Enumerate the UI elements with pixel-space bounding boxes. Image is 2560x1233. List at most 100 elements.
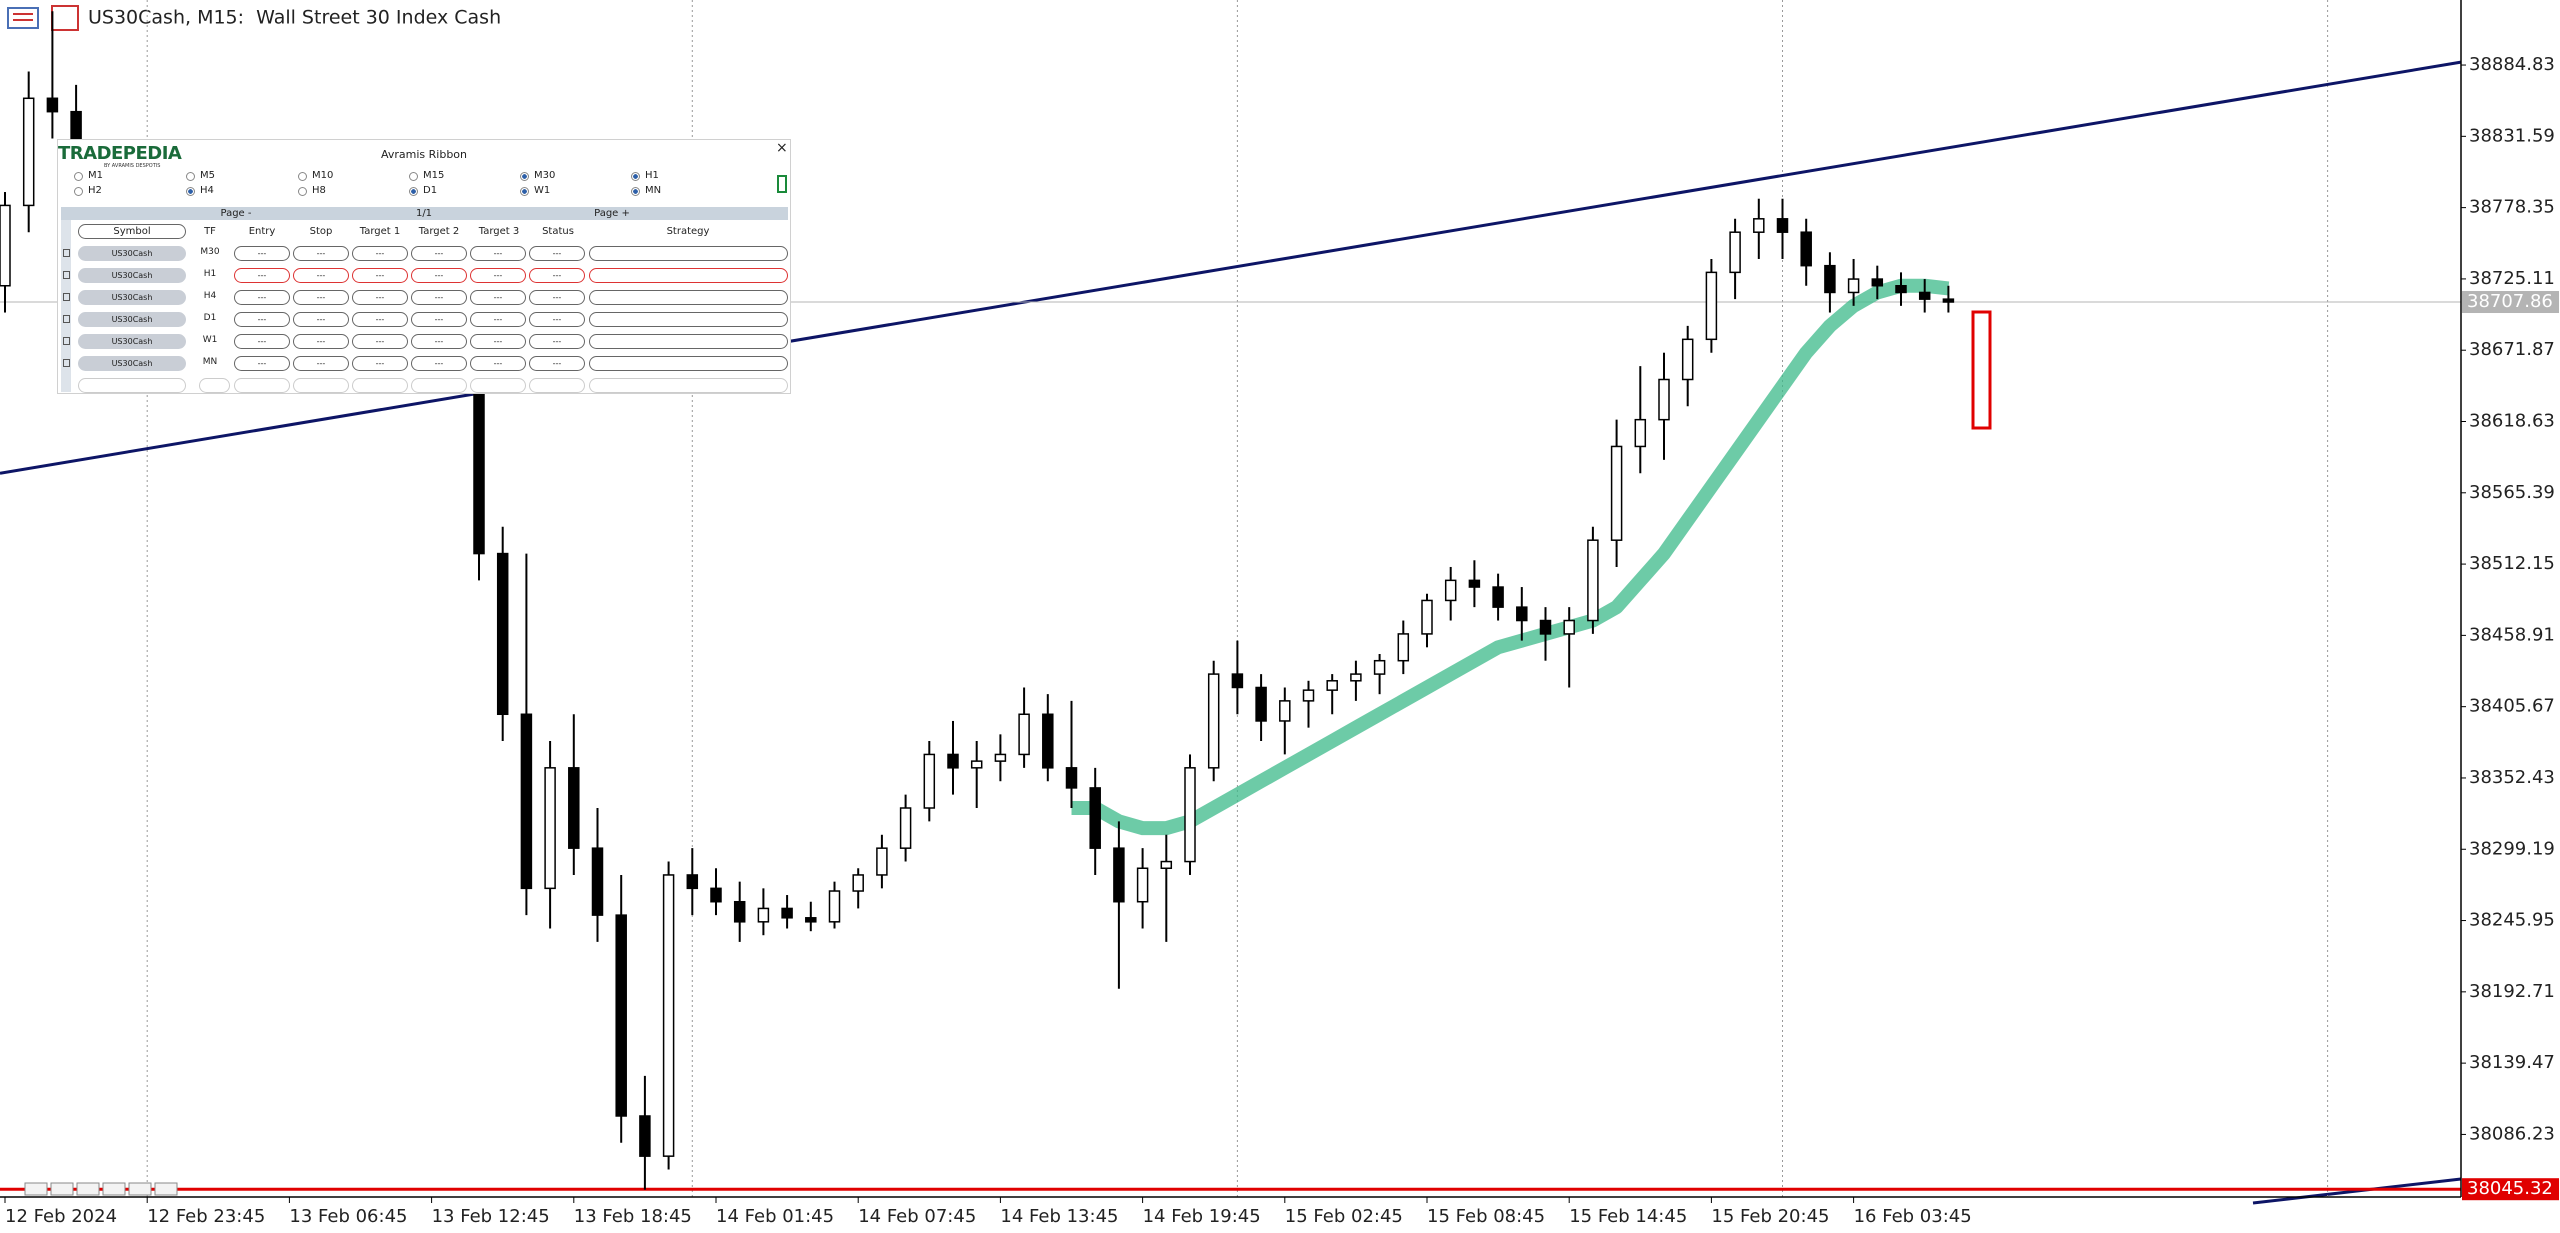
- value-cell: ---: [234, 312, 290, 327]
- radio-label: M5: [200, 170, 215, 181]
- radio-label: MN: [645, 185, 662, 196]
- candle-body: [0, 204, 11, 287]
- radio[interactable]: [520, 187, 529, 196]
- candle-body: [520, 713, 533, 890]
- radio[interactable]: [409, 187, 418, 196]
- radio[interactable]: [520, 172, 529, 181]
- toolbar-button[interactable]: [154, 1182, 178, 1196]
- candle-body: [1421, 599, 1433, 635]
- empty-row: [199, 378, 230, 393]
- candle-body: [1136, 867, 1149, 903]
- empty-row: [78, 378, 186, 393]
- radio-label: D1: [423, 185, 438, 196]
- radio[interactable]: [74, 187, 83, 196]
- row-icon[interactable]: [63, 249, 70, 257]
- page-prev[interactable]: Page -: [220, 208, 252, 219]
- toolbar-button[interactable]: [76, 1182, 100, 1196]
- alert-level-label-box: [2462, 1178, 2559, 1201]
- strategy-cell: [589, 268, 788, 283]
- radio[interactable]: [631, 187, 640, 196]
- candle-body: [1800, 231, 1812, 267]
- candle-body: [757, 907, 770, 923]
- left-strip: [61, 220, 71, 392]
- radio[interactable]: [298, 172, 307, 181]
- candle-body: [805, 917, 817, 923]
- x-tick-label: 15 Feb 20:45: [1711, 1206, 1829, 1227]
- alert-level-label: 38045.32: [2467, 1178, 2553, 1199]
- symbol-cell[interactable]: US30Cash: [78, 268, 186, 283]
- value-cell: ---: [352, 290, 408, 305]
- page-next[interactable]: Page +: [594, 208, 630, 219]
- empty-row: [470, 378, 526, 393]
- row-icon[interactable]: [63, 271, 70, 279]
- x-tick-label: 13 Feb 12:45: [432, 1206, 550, 1227]
- radio[interactable]: [186, 187, 195, 196]
- logo: TRADEPEDIA: [58, 143, 182, 164]
- radio-label: H2: [88, 185, 102, 196]
- candle-body: [1397, 633, 1410, 662]
- menu-icon[interactable]: [7, 7, 39, 29]
- value-cell: ---: [470, 312, 526, 327]
- close-button[interactable]: ×: [776, 140, 788, 156]
- strategy-cell: [589, 290, 788, 305]
- bottom-toolbar: [24, 1182, 178, 1196]
- symbol-cell[interactable]: US30Cash: [78, 312, 186, 327]
- row-icon[interactable]: [63, 337, 70, 345]
- radio[interactable]: [74, 172, 83, 181]
- column-header: Target 1: [359, 226, 401, 237]
- candle-body: [852, 874, 864, 892]
- radio[interactable]: [631, 172, 640, 181]
- candle-body: [1871, 278, 1884, 287]
- candle-body: [662, 874, 675, 1157]
- candle-body: [1942, 298, 1955, 303]
- row-icon[interactable]: [63, 315, 70, 323]
- toolbar-button[interactable]: [24, 1182, 48, 1196]
- symbol-cell[interactable]: US30Cash: [78, 290, 186, 305]
- column-header: Entry: [248, 226, 276, 237]
- value-cell: ---: [529, 268, 585, 283]
- toolbar-button[interactable]: [102, 1182, 126, 1196]
- candle-body: [1539, 619, 1552, 635]
- radio[interactable]: [186, 172, 195, 181]
- row-icon[interactable]: [63, 293, 70, 301]
- row-icon[interactable]: [63, 359, 70, 367]
- current-price-label: 38707.86: [2467, 291, 2553, 312]
- y-tick-label: 38831.59: [2469, 125, 2555, 146]
- column-header: Stop: [309, 226, 333, 237]
- candle-body: [1753, 218, 1765, 233]
- candle-body: [1207, 673, 1220, 769]
- candle-body: [1065, 767, 1078, 789]
- candle-body: [1089, 787, 1101, 849]
- symbol-cell[interactable]: US30Cash: [78, 334, 186, 349]
- symbol-cell[interactable]: US30Cash: [78, 356, 186, 371]
- tf-cell: D1: [203, 313, 217, 323]
- x-tick-label: 15 Feb 02:45: [1285, 1206, 1403, 1227]
- candle-body: [1113, 847, 1125, 903]
- symbol-header-pill: [78, 224, 186, 239]
- radio[interactable]: [409, 172, 418, 181]
- value-cell: ---: [411, 312, 467, 327]
- value-cell: ---: [470, 246, 526, 261]
- value-cell: ---: [411, 290, 467, 305]
- y-tick-label: 38352.43: [2469, 767, 2555, 788]
- candle-body: [876, 847, 888, 876]
- value-cell: ---: [411, 268, 467, 283]
- candle-body: [639, 1115, 651, 1157]
- current-price-label-box: [2462, 291, 2559, 314]
- candle-body: [591, 847, 604, 916]
- empty-row: [589, 378, 788, 393]
- candle-body: [1184, 767, 1196, 863]
- x-tick-label: 16 Feb 03:45: [1854, 1206, 1972, 1227]
- x-tick-label: 14 Feb 01:45: [716, 1206, 834, 1227]
- strategy-cell: [589, 246, 788, 261]
- trend-line-2: [2252, 1177, 2462, 1205]
- value-cell: ---: [234, 334, 290, 349]
- radio[interactable]: [298, 187, 307, 196]
- toolbar-button[interactable]: [128, 1182, 152, 1196]
- chart-icon[interactable]: [51, 5, 79, 31]
- symbol-cell[interactable]: US30Cash: [78, 246, 186, 261]
- column-header: Symbol: [113, 226, 151, 237]
- toolbar-button[interactable]: [50, 1182, 74, 1196]
- y-tick-label: 38884.83: [2469, 54, 2555, 75]
